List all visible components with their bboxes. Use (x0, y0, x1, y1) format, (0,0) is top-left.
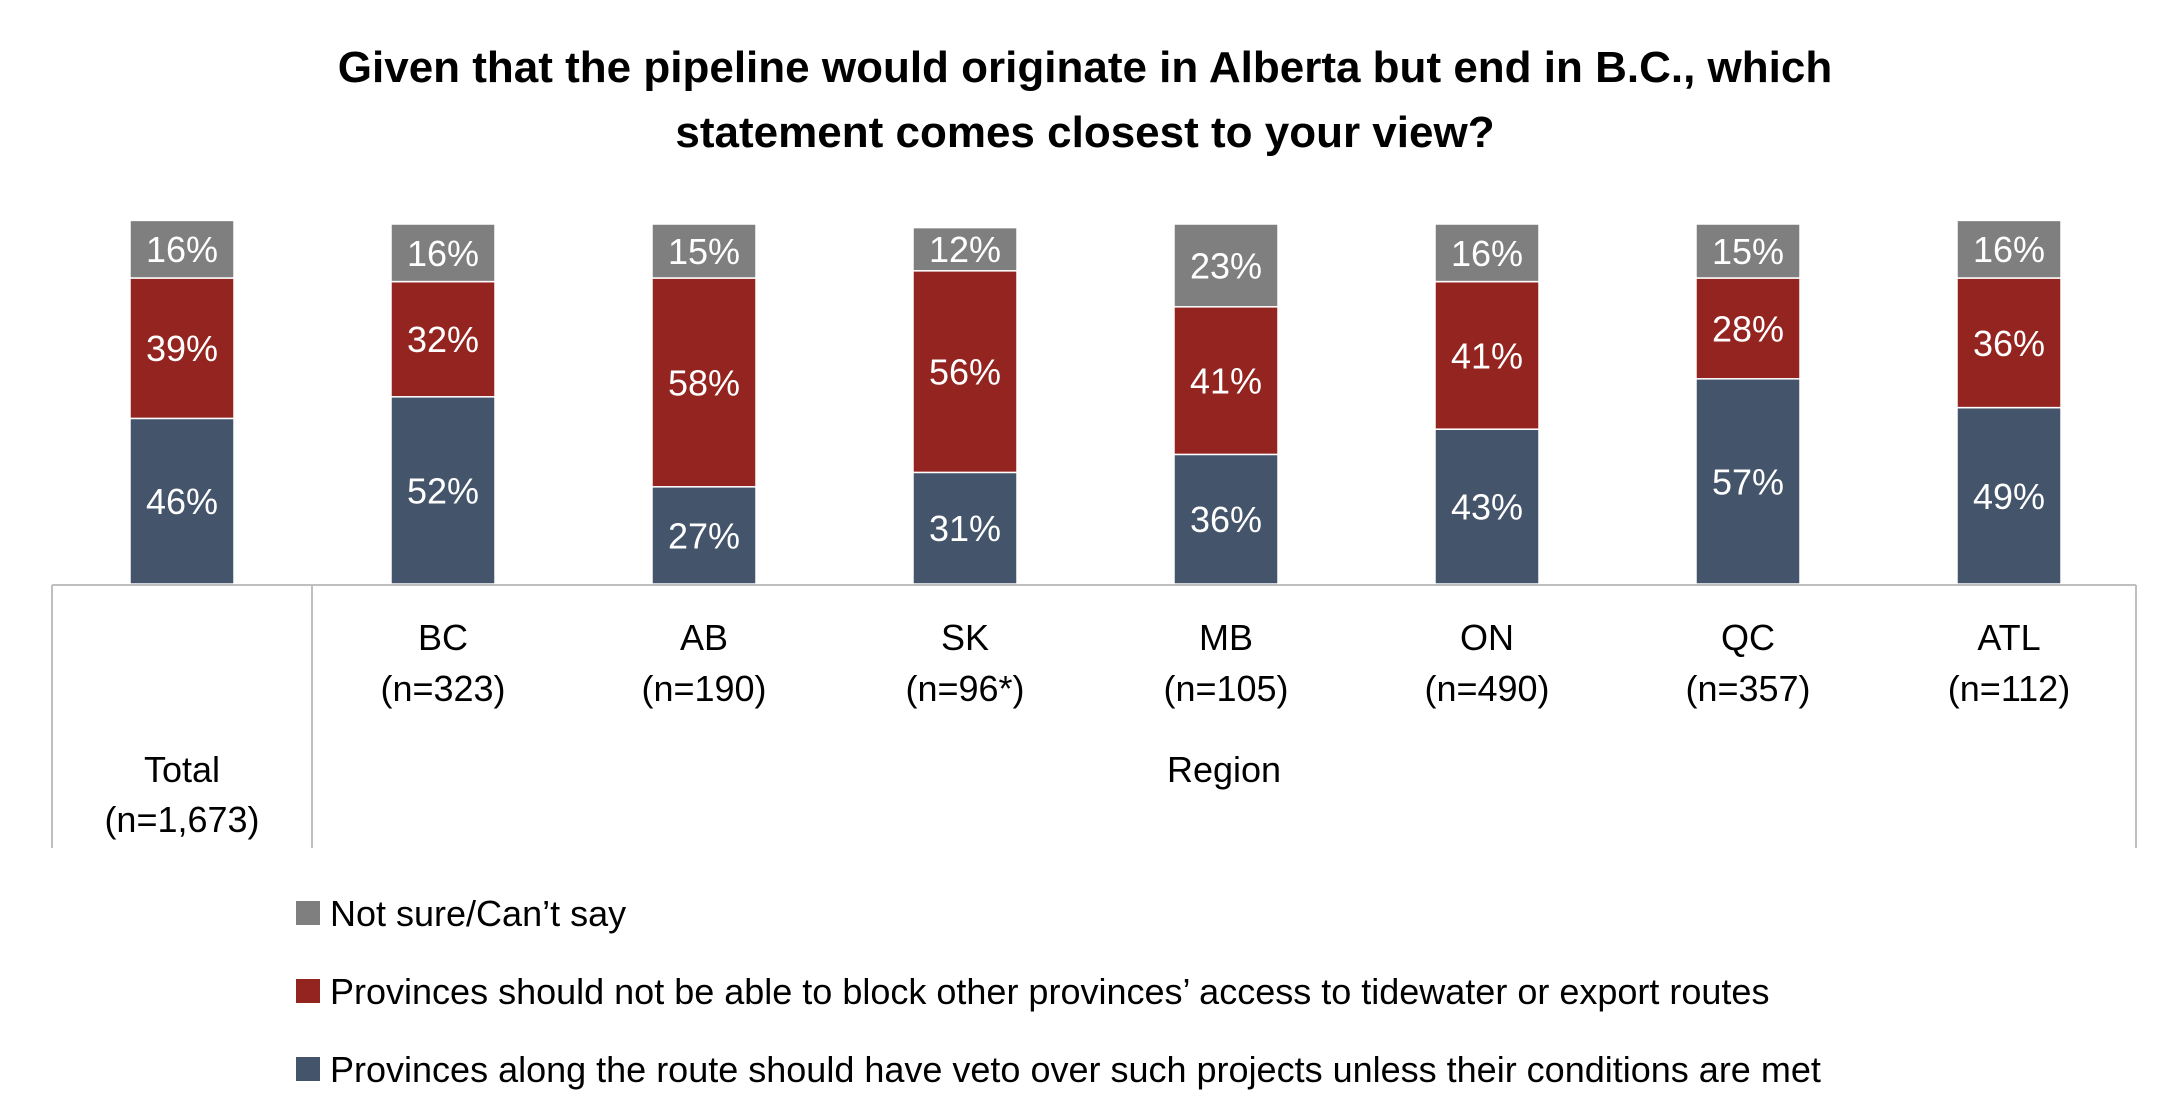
data-label: 49% (1973, 476, 2045, 517)
data-label: 15% (1712, 231, 1784, 272)
bar-segment (1434, 223, 1540, 283)
bar-segment (129, 219, 235, 279)
data-label: 36% (1190, 499, 1262, 540)
bar-segment (1956, 277, 2062, 409)
data-label: 57% (1712, 461, 1784, 502)
chart-title-line-2: statement comes closest to your view? (675, 108, 1494, 157)
category-label: ON (1460, 617, 1514, 658)
category-n-label: (n=357) (1685, 668, 1810, 709)
bar-segment (129, 277, 235, 420)
legend-entry: Provinces should not be able to block ot… (330, 971, 1769, 1012)
data-label: 16% (407, 233, 479, 274)
data-label: 15% (668, 231, 740, 272)
data-label: 31% (929, 508, 1001, 549)
bar-segment (390, 396, 496, 585)
bar-segment (390, 280, 496, 398)
bar-segment (1695, 223, 1801, 279)
data-label: 32% (407, 319, 479, 360)
bar-segment (1173, 453, 1279, 585)
data-label: 16% (146, 229, 218, 270)
bar-segment (1956, 219, 2062, 279)
data-label: 43% (1451, 487, 1523, 528)
data-label: 46% (146, 481, 218, 522)
category-label: ATL (1977, 617, 2040, 658)
data-label: 36% (1973, 323, 2045, 364)
category-label: BC (418, 617, 468, 658)
data-label: 16% (1451, 233, 1523, 274)
data-label: 52% (407, 470, 479, 511)
category-label: MB (1199, 617, 1253, 658)
bar-segment (129, 417, 235, 585)
bar-segment (912, 226, 1018, 272)
legend-swatch (296, 901, 320, 925)
data-label: 56% (929, 352, 1001, 393)
group-label: Region (1167, 749, 1281, 790)
data-label: 39% (146, 328, 218, 369)
chart-title: Given that the pipeline would originate … (338, 43, 1832, 157)
data-label: 28% (1712, 308, 1784, 349)
legend-entry: Not sure/Can’t say (330, 893, 626, 934)
bar-segment (651, 223, 757, 279)
data-label: 16% (1973, 229, 2045, 270)
data-label: 23% (1190, 245, 1262, 286)
category-n-label: (n=490) (1424, 668, 1549, 709)
data-label: 12% (929, 229, 1001, 270)
bar-segment (1434, 280, 1540, 430)
category-label: Total (144, 749, 220, 790)
category-n-label: (n=323) (380, 668, 505, 709)
bar-segment (1434, 428, 1540, 585)
legend: Not sure/Can’t say Provinces should not b… (296, 893, 1821, 1090)
category-n-label: (n=96*) (905, 668, 1024, 709)
bar-segment (912, 270, 1018, 474)
category-n-label: (n=112) (1948, 668, 2070, 709)
category-label: SK (941, 617, 989, 658)
bar-segment (390, 223, 496, 283)
category-n-label: (n=1,673) (104, 799, 259, 840)
bar-segment (1695, 277, 1801, 380)
bar-segment (1695, 378, 1801, 585)
data-label: 41% (1190, 361, 1262, 402)
legend-swatch (296, 979, 320, 1003)
bar-segment (651, 277, 757, 488)
category-label: QC (1721, 617, 1775, 658)
legend-swatch (296, 1057, 320, 1081)
category-n-label: (n=190) (641, 668, 766, 709)
bars-area: 46% 39% 16% 52% 32% 16% 27% 58% 15% 31% 56% 12% 36% 4… (129, 219, 2062, 585)
category-axis: Total (n=1,673) BC (n=323) AB (n=190) SK (n=96*… (51, 584, 2137, 848)
data-label: 58% (668, 362, 740, 403)
data-label: 27% (668, 515, 740, 556)
data-label: 41% (1451, 335, 1523, 376)
chart-title-line-1: Given that the pipeline would originate … (338, 43, 1832, 92)
legend-entry: Provinces along the route should have ve… (330, 1049, 1821, 1090)
bar-segment (912, 471, 1018, 585)
category-label: AB (680, 617, 728, 658)
category-n-label: (n=105) (1163, 668, 1288, 709)
bar-segment (1173, 223, 1279, 308)
